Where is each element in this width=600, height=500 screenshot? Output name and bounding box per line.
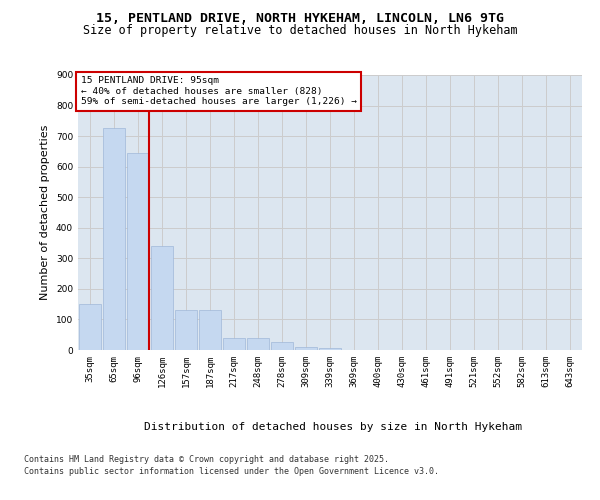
Text: Distribution of detached houses by size in North Hykeham: Distribution of detached houses by size … bbox=[144, 422, 522, 432]
Text: 15, PENTLAND DRIVE, NORTH HYKEHAM, LINCOLN, LN6 9TG: 15, PENTLAND DRIVE, NORTH HYKEHAM, LINCO… bbox=[96, 12, 504, 26]
Bar bbox=[79, 304, 101, 350]
Bar bbox=[103, 128, 125, 350]
Y-axis label: Number of detached properties: Number of detached properties bbox=[40, 125, 50, 300]
Bar bbox=[247, 338, 269, 350]
Bar bbox=[295, 347, 317, 350]
Bar bbox=[319, 348, 341, 350]
Text: Contains HM Land Registry data © Crown copyright and database right 2025.: Contains HM Land Registry data © Crown c… bbox=[24, 455, 389, 464]
Text: 15 PENTLAND DRIVE: 95sqm
← 40% of detached houses are smaller (828)
59% of semi-: 15 PENTLAND DRIVE: 95sqm ← 40% of detach… bbox=[80, 76, 356, 106]
Bar bbox=[127, 153, 149, 350]
Text: Contains public sector information licensed under the Open Government Licence v3: Contains public sector information licen… bbox=[24, 468, 439, 476]
Text: Size of property relative to detached houses in North Hykeham: Size of property relative to detached ho… bbox=[83, 24, 517, 37]
Bar bbox=[199, 310, 221, 350]
Bar bbox=[223, 338, 245, 350]
Bar bbox=[151, 246, 173, 350]
Bar bbox=[175, 310, 197, 350]
Bar bbox=[271, 342, 293, 350]
